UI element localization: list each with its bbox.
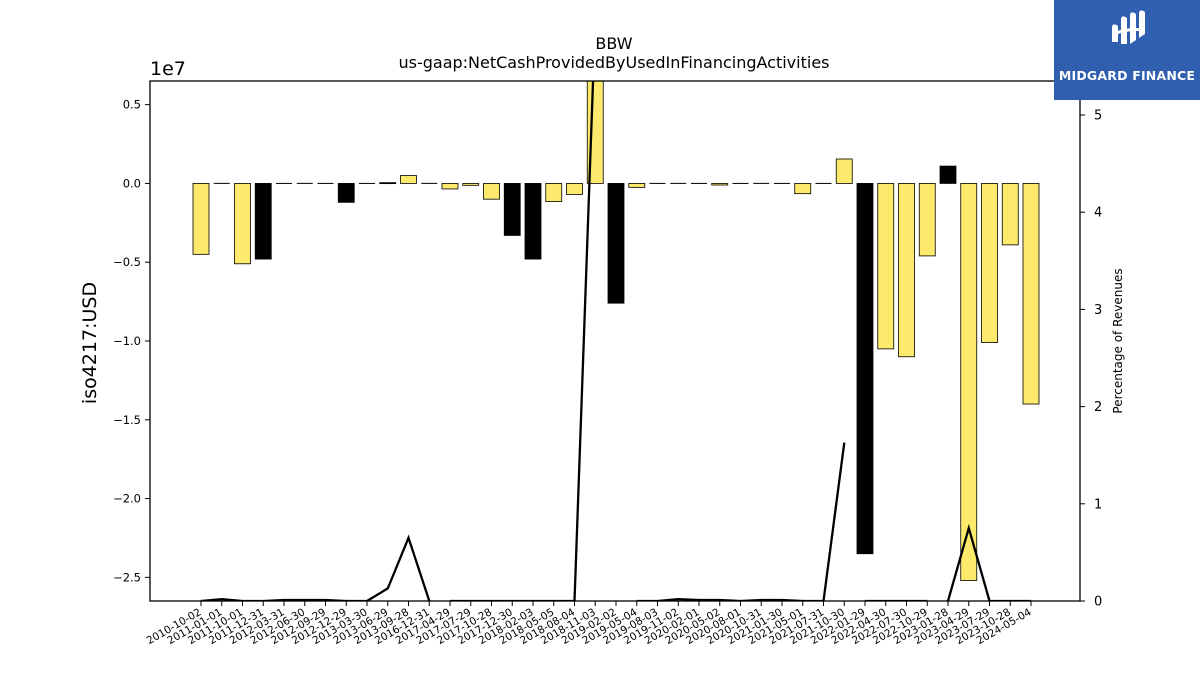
bar	[234, 183, 251, 265]
y-tick-label: −2.0	[113, 492, 141, 506]
bar	[918, 183, 936, 257]
bar	[711, 183, 729, 186]
bar	[337, 183, 355, 203]
offset-text: 1e7	[150, 58, 186, 80]
x-axis: 2010-10-022011-01-012011-10-012011-12-31…	[145, 601, 1034, 647]
bar	[1022, 183, 1040, 405]
y2-axis-label: Percentage of Revenues	[1111, 268, 1125, 413]
bar	[503, 183, 521, 236]
y-axis: 0.5 0.0 −0.5 −1.0 −1.5 −2.0 −2.5	[113, 98, 150, 584]
y-tick-label: −1.0	[113, 334, 141, 348]
bar	[400, 175, 417, 184]
bar	[607, 183, 625, 304]
bar	[192, 183, 210, 255]
chart-subtitle: us-gaap:NetCashProvidedByUsedInFinancing…	[398, 53, 829, 72]
bars-layer	[192, 80, 1040, 581]
midgard-logo-icon	[1112, 10, 1145, 44]
chart-title: BBW	[595, 34, 632, 53]
bar	[462, 183, 480, 186]
bar	[1001, 183, 1019, 246]
bar	[483, 183, 500, 200]
bar	[566, 183, 583, 195]
bar	[835, 158, 853, 184]
y-tick-label: −1.5	[113, 413, 141, 427]
line-layer	[200, 81, 1031, 601]
bar	[379, 182, 397, 185]
bar	[441, 183, 459, 190]
bar	[981, 183, 998, 343]
bar	[628, 183, 646, 188]
bar	[856, 183, 874, 555]
y2-tick-label: 4	[1094, 206, 1102, 221]
y2-tick-label: 0	[1094, 595, 1102, 610]
y-tick-label: −0.5	[113, 255, 141, 269]
bar	[939, 165, 957, 184]
y-axis-label: iso4217:USD	[79, 282, 101, 404]
bar	[877, 183, 895, 350]
bar	[794, 183, 812, 195]
y-tick-label: −2.5	[113, 570, 141, 584]
y-tick-label: 0.5	[123, 98, 141, 112]
y2-tick-label: 2	[1094, 400, 1102, 415]
y2-axis: 0 1 2 3 4 5	[1080, 109, 1102, 610]
plot-frame	[149, 80, 1081, 602]
brand-logo: MIDGARD FINANCE	[1054, 0, 1200, 100]
bar	[524, 183, 542, 260]
y-tick-label: 0.0	[123, 176, 141, 190]
brand-name: MIDGARD FINANCE	[1058, 68, 1196, 83]
bar	[898, 183, 915, 358]
bar	[960, 183, 978, 581]
bar	[254, 183, 272, 260]
bar	[545, 183, 563, 202]
y2-tick-label: 3	[1094, 303, 1102, 318]
series-line	[200, 81, 1031, 601]
y2-tick-label: 5	[1094, 109, 1102, 124]
y2-tick-label: 1	[1094, 497, 1102, 512]
